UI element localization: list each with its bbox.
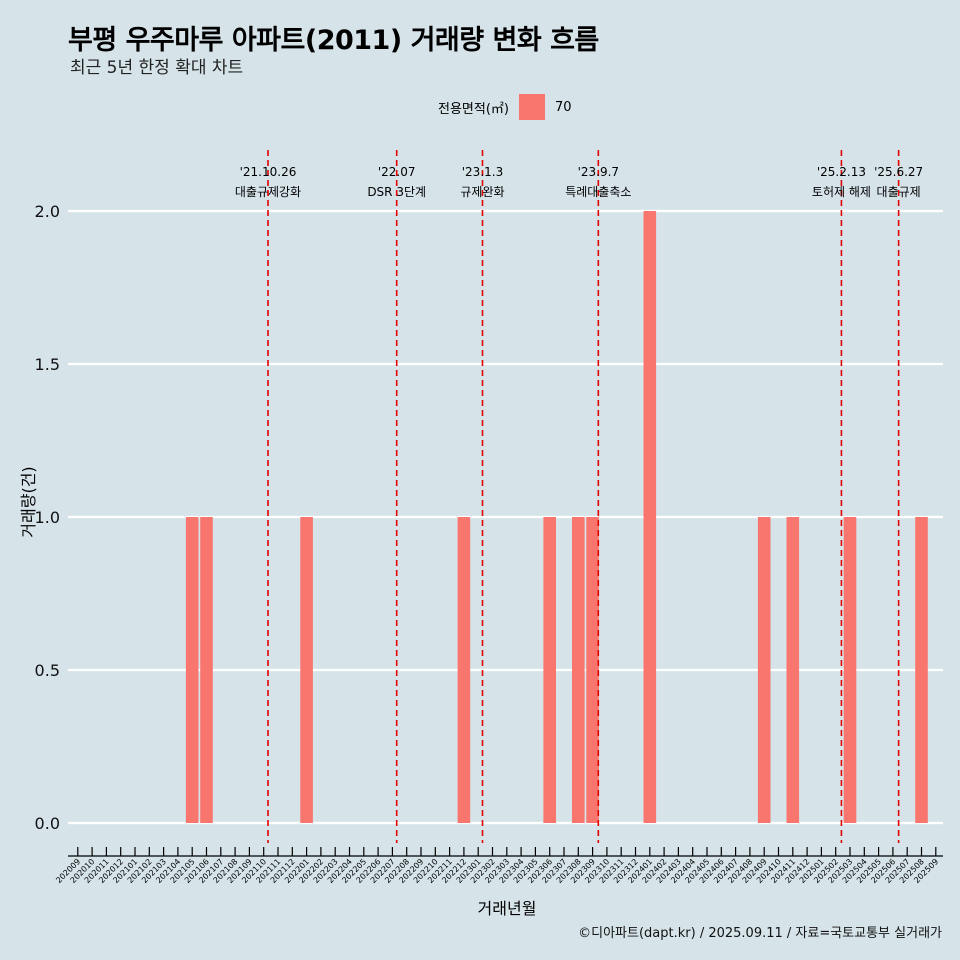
x-axis: 2020092020102020112020122021012021022021… xyxy=(54,847,943,885)
bar xyxy=(572,517,585,823)
annotation-labels: '21.10.26 대출규제강화 '22.07 DSR 3단계 '23.1.3 규제완화 '… xyxy=(235,165,923,199)
bar xyxy=(915,517,928,823)
annotation-date: '25.2.13 xyxy=(817,165,866,179)
y-tick-labels: 0.0 0.5 1.0 1.5 2.0 xyxy=(35,202,60,833)
bar xyxy=(843,517,857,823)
y-tick-label: 1.5 xyxy=(35,355,60,374)
y-tick-label: 1.0 xyxy=(35,508,60,527)
bar xyxy=(643,211,657,823)
bar xyxy=(185,517,199,823)
bar xyxy=(757,517,771,823)
bar xyxy=(586,517,599,823)
legend-swatch-70 xyxy=(518,94,545,120)
legend-label-70: 70 xyxy=(554,99,572,115)
bar xyxy=(300,517,313,823)
y-axis-title: 거래량(건) xyxy=(19,466,38,537)
annotation-label: 대출규제강화 xyxy=(235,185,301,199)
annotation-label: 특례대출축소 xyxy=(565,185,631,199)
annotation-date: '21.10.26 xyxy=(240,165,297,179)
bar xyxy=(786,517,800,823)
legend-title: 전용면적(㎡) xyxy=(438,101,509,117)
annotation-date: '22.07 xyxy=(378,165,416,179)
annotation-lines xyxy=(267,150,900,843)
annotation-date: '23.9.7 xyxy=(578,165,619,179)
y-tick-label: 0.5 xyxy=(35,661,60,680)
bars xyxy=(185,211,928,823)
annotation-label: DSR 3단계 xyxy=(367,185,426,199)
source-caption: ©디아파트(dapt.kr) / 2025.09.11 / 자료=국토교통부 실… xyxy=(578,926,942,941)
annotation-label: 토허제 해제 xyxy=(812,185,871,199)
legend: 전용면적(㎡) 70 xyxy=(438,94,572,120)
bar xyxy=(200,517,213,823)
y-tick-label: 0.0 xyxy=(35,814,60,833)
grid-lines xyxy=(68,209,943,825)
annotation-date: '23.1.3 xyxy=(462,165,503,179)
x-axis-title: 거래년월 xyxy=(478,899,537,918)
annotation-label: 대출규제 xyxy=(877,185,921,199)
annotation-label: 규제완화 xyxy=(460,185,504,199)
bar xyxy=(543,517,556,823)
chart-title: 부평 우주마루 아파트(2011) 거래량 변화 흐름 xyxy=(68,25,599,56)
y-tick-label: 2.0 xyxy=(35,202,60,221)
annotation-date: '25.6.27 xyxy=(874,165,923,179)
bar xyxy=(457,517,471,823)
chart-subtitle: 최근 5년 한정 확대 차트 xyxy=(70,58,244,78)
